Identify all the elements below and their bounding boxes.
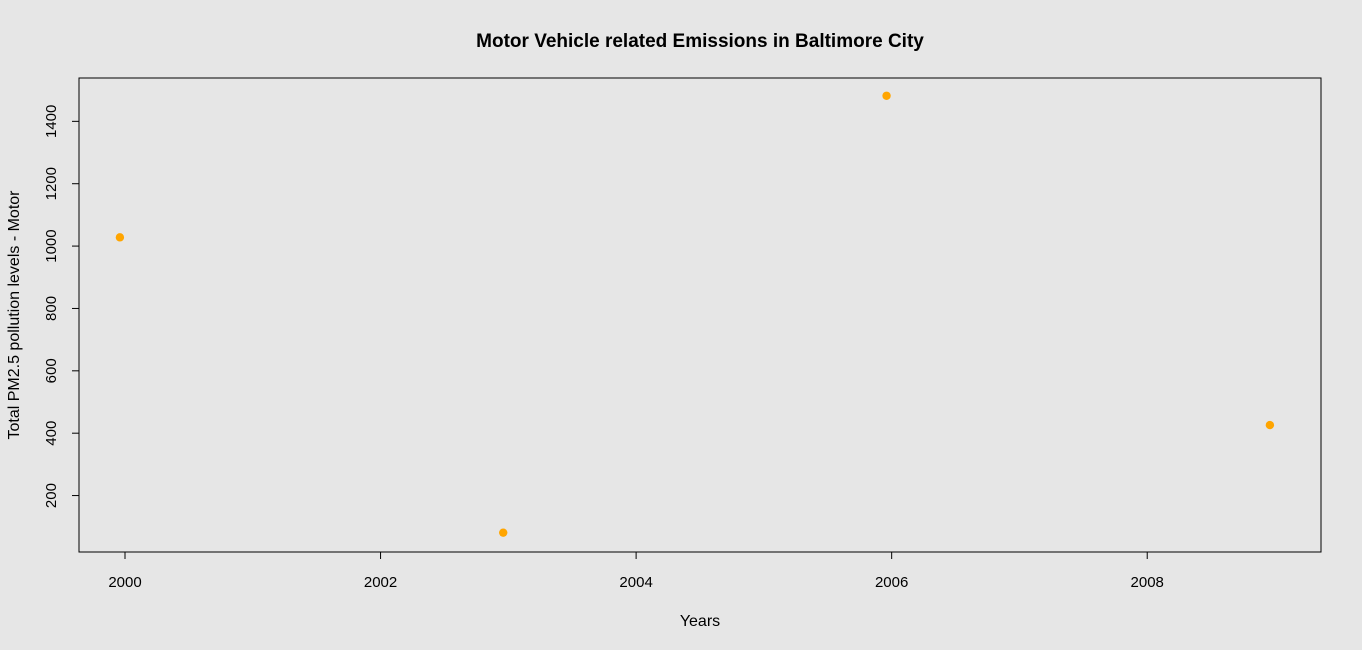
y-tick-label: 1400 bbox=[43, 105, 60, 138]
y-tick-label: 200 bbox=[43, 483, 60, 508]
data-point bbox=[115, 233, 125, 242]
y-axis-ticks: 200 400 600 800 1000 1200 1400 bbox=[43, 105, 79, 508]
y-tick-label: 400 bbox=[43, 421, 60, 446]
x-tick-label: 2002 bbox=[364, 574, 397, 591]
chart-title: Motor Vehicle related Emissions in Balti… bbox=[476, 31, 924, 52]
x-tick-label: 2008 bbox=[1131, 574, 1164, 591]
x-tick-label: 2004 bbox=[619, 574, 652, 591]
data-point bbox=[499, 528, 508, 537]
x-axis-ticks: 2000 2002 2004 2006 2008 bbox=[108, 552, 1164, 591]
y-tick-label: 1200 bbox=[43, 167, 60, 200]
x-tick-label: 2000 bbox=[108, 574, 141, 591]
y-tick-label: 1000 bbox=[43, 229, 60, 262]
y-tick-label: 600 bbox=[43, 358, 60, 383]
data-point bbox=[1265, 420, 1275, 430]
x-axis-label: Years bbox=[680, 613, 720, 630]
x-tick-label: 2006 bbox=[875, 574, 908, 591]
y-axis-label: Total PM2.5 pollution levels - Motor bbox=[6, 190, 23, 440]
data-point bbox=[882, 91, 891, 100]
y-tick-label: 800 bbox=[43, 296, 60, 321]
plot-frame bbox=[78, 77, 1322, 553]
data-points bbox=[115, 91, 1275, 537]
